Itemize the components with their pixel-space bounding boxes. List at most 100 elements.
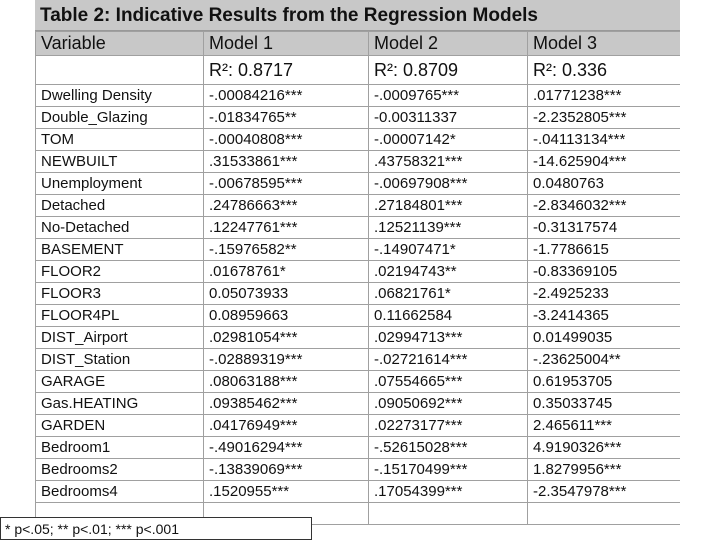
cell: -.02721614*** <box>368 348 528 371</box>
cell: 2.465611*** <box>527 414 680 437</box>
cell: .31533861*** <box>203 150 369 173</box>
data-row: Gas.HEATING .09385462*** .09050692*** 0.350… <box>35 392 680 415</box>
cell: DIST_Airport <box>35 326 204 349</box>
cell: Model 3 <box>527 31 680 56</box>
cell: 0.61953705 <box>527 370 680 393</box>
cell: GARAGE <box>35 370 204 393</box>
data-row: GARAGE .08063188*** .07554665*** 0.61953705 <box>35 370 680 393</box>
cell: -.15170499*** <box>368 458 528 481</box>
cell: -0.31317574 <box>527 216 680 239</box>
data-row: Bedrooms4.1520955*** .17054399*** -2.35479… <box>35 480 680 503</box>
cell: 0.11662584 <box>368 304 528 327</box>
cell: GARDEN <box>35 414 204 437</box>
cell: .02981054*** <box>203 326 369 349</box>
cell: -.04113134*** <box>527 128 680 151</box>
cell: TOM <box>35 128 204 151</box>
table-title: Table 2: Indicative Results from the Reg… <box>35 0 680 31</box>
cell: -.23625004** <box>527 348 680 371</box>
data-row: DIST_Airport .02981054*** .02994713*** 0.01… <box>35 326 680 349</box>
cell: -.0009765*** <box>368 84 528 107</box>
data-row: Dwelling Density -.00084216*** -.0009765**… <box>35 84 680 107</box>
cell: Model 2 <box>368 31 528 56</box>
data-row: FLOOR2.01678761* .02194743** -0.83369105 <box>35 260 680 283</box>
cell: .04176949*** <box>203 414 369 437</box>
cell: -2.4925233 <box>527 282 680 305</box>
cell: -0.83369105 <box>527 260 680 283</box>
cell <box>527 502 680 525</box>
cell: -.00697908*** <box>368 172 528 195</box>
cell: NEWBUILT <box>35 150 204 173</box>
cell: .1520955*** <box>203 480 369 503</box>
cell <box>35 55 204 85</box>
table-panel: Table 2: Indicative Results from the Reg… <box>35 0 680 540</box>
cell: 0.01499035 <box>527 326 680 349</box>
cell: .02194743** <box>368 260 528 283</box>
cell: .01771238*** <box>527 84 680 107</box>
cell: -.01834765** <box>203 106 369 129</box>
cell: -.52615028*** <box>368 436 528 459</box>
cell: -.00084216*** <box>203 84 369 107</box>
cell: .12521139*** <box>368 216 528 239</box>
cell: -.00678595*** <box>203 172 369 195</box>
cell: -2.2352805*** <box>527 106 680 129</box>
cell: -.15976582** <box>203 238 369 261</box>
cell: 1.8279956*** <box>527 458 680 481</box>
cell: .08063188*** <box>203 370 369 393</box>
cell: -.02889319*** <box>203 348 369 371</box>
cell: -14.625904*** <box>527 150 680 173</box>
cell: .02994713*** <box>368 326 528 349</box>
data-row: Bedroom1 -.49016294*** -.52615028*** 4.9190… <box>35 436 680 459</box>
cell: .02273177*** <box>368 414 528 437</box>
cell: FLOOR2 <box>35 260 204 283</box>
cell: 0.05073933 <box>203 282 369 305</box>
header-row: Variable Model 1 Model 2 Model 3 <box>35 31 680 56</box>
cell <box>368 502 528 525</box>
cell: FLOOR4PL <box>35 304 204 327</box>
cell: Unemployment <box>35 172 204 195</box>
cell: .09385462*** <box>203 392 369 415</box>
cell: Bedrooms2 <box>35 458 204 481</box>
cell: .17054399*** <box>368 480 528 503</box>
cell: -.13839069*** <box>203 458 369 481</box>
data-row: FLOOR4PL 0.08959663 0.11662584 -3.2414365 <box>35 304 680 327</box>
cell: .24786663*** <box>203 194 369 217</box>
cell: 0.35033745 <box>527 392 680 415</box>
cell: Model 1 <box>203 31 369 56</box>
footnote: * p<.05; ** p<.01; *** p<.001 <box>0 517 312 540</box>
cell: Bedroom1 <box>35 436 204 459</box>
cell: -0.00311337 <box>368 106 528 129</box>
cell: .27184801*** <box>368 194 528 217</box>
cell: Dwelling Density <box>35 84 204 107</box>
cell: .06821761* <box>368 282 528 305</box>
cell: -2.8346032*** <box>527 194 680 217</box>
data-row: No-Detached .12247761*** .12521139*** -0.31… <box>35 216 680 239</box>
data-row: DIST_Station -.02889319*** -.02721614*** -.… <box>35 348 680 371</box>
cell: -.00007142* <box>368 128 528 151</box>
cell: -2.3547978*** <box>527 480 680 503</box>
cell: .01678761* <box>203 260 369 283</box>
cell: .12247761*** <box>203 216 369 239</box>
cell: No-Detached <box>35 216 204 239</box>
data-row: GARDEN .04176949*** .02273177*** 2.465611**… <box>35 414 680 437</box>
table-body: Variable Model 1 Model 2 Model 3 R²: 0.8717 R… <box>35 31 680 525</box>
data-row: BASEMENT -.15976582** -.14907471* -1.778661… <box>35 238 680 261</box>
results-table: Variable Model 1 Model 2 Model 3 R²: 0.8717 R… <box>35 31 680 525</box>
cell: -1.7786615 <box>527 238 680 261</box>
cell: .07554665*** <box>368 370 528 393</box>
cell: 0.08959663 <box>203 304 369 327</box>
cell: Variable <box>35 31 204 56</box>
cell: FLOOR3 <box>35 282 204 305</box>
cell: .09050692*** <box>368 392 528 415</box>
data-row: TOM -.00040808*** -.00007142* -.04113134*** <box>35 128 680 151</box>
cell: Bedrooms4 <box>35 480 204 503</box>
data-row: Double_Glazing -.01834765** -0.00311337 -2.… <box>35 106 680 129</box>
cell: Detached <box>35 194 204 217</box>
cell: 4.9190326*** <box>527 436 680 459</box>
fit-row: R²: 0.8717 R²: 0.8709 R²: 0.336 <box>35 55 680 85</box>
data-row: Detached .24786663*** .27184801*** -2.83460… <box>35 194 680 217</box>
cell: -.49016294*** <box>203 436 369 459</box>
cell: Double_Glazing <box>35 106 204 129</box>
cell: R²: 0.336 <box>527 55 680 85</box>
cell: -.14907471* <box>368 238 528 261</box>
